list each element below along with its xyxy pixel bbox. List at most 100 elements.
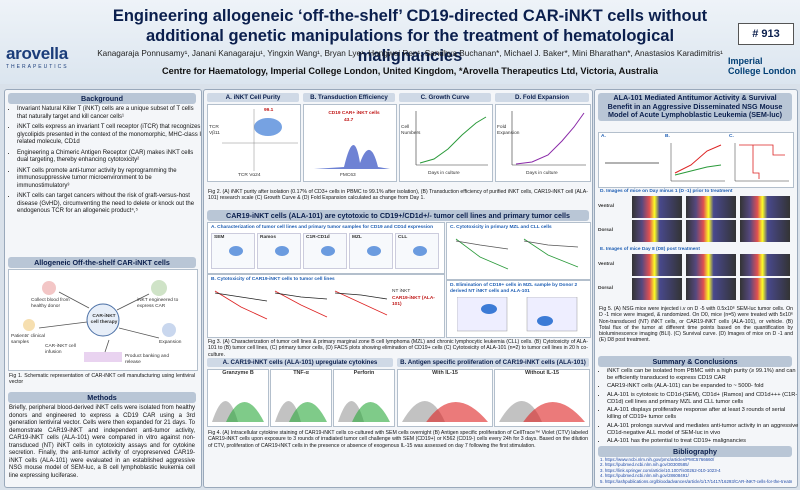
bullet-list: Invariant Natural Killer T (iNKT) cells … — [8, 106, 203, 219]
plot-graphic — [457, 297, 578, 332]
axis-label: Days in culture — [526, 171, 558, 176]
line-plot: Cell Numbers Days in culture — [399, 104, 493, 182]
panel-title: B. Antigen specific proliferation of CAR… — [397, 358, 589, 367]
cell-line-row: SEM Ramos C1R-CD1d MZL CLL — [211, 233, 441, 269]
histogram — [289, 402, 327, 422]
histogram-plot: TNF-α — [270, 369, 332, 427]
panel-title: D. Fold Expansion — [495, 93, 589, 102]
histogram — [426, 402, 488, 422]
bullet-item: ALA-101 has the potential to treat CD19+… — [607, 438, 799, 445]
reference: 4. https://pubmed.ncbi.nlm.nih.gov/28608… — [600, 473, 689, 479]
diagram-label: Patients' clinical samples — [11, 334, 45, 345]
axis-label: Fold Expansion — [497, 125, 520, 136]
row-label: Ventral — [598, 262, 614, 267]
plot-title: Without IL-15 — [524, 370, 560, 376]
facs-plot — [526, 297, 578, 332]
curve — [214, 292, 388, 302]
gate-label: CD19 CAR+ iNKT cells — [328, 111, 380, 116]
right-column: ALA-101 Mediated Antitumor Activity & Su… — [594, 89, 798, 488]
plot-graphic — [222, 109, 298, 171]
histogram — [352, 402, 390, 422]
histogram — [226, 402, 264, 422]
histogram-graphic — [338, 401, 390, 422]
poster-id: # 913 — [738, 23, 794, 45]
histogram-graphic — [212, 401, 264, 422]
diagram-label: CAR-iNKT cell infusion — [45, 344, 76, 355]
poster-title: Engineering allogeneic ‘off-the-shelf’ C… — [112, 7, 708, 65]
panel-title: A. iNKT Cell Purity — [207, 93, 299, 102]
logo-right: Imperial College London — [728, 56, 796, 76]
mouse-image — [686, 278, 736, 300]
bullet-item: iNKT cells promote anti-tumor activity b… — [17, 168, 203, 191]
panel-title: A. CAR19-iNKT cells (ALA-101) upregulate… — [207, 358, 393, 367]
logo-left: arovella THERAPEUTICS — [6, 44, 92, 70]
figure-3b: B. Cytotoxicity of CAR19-iNKT cells to t… — [207, 274, 445, 338]
center-node — [86, 303, 120, 337]
histogram — [314, 144, 390, 169]
panel-title: D. Elimination of CD19+ cells in MZL sam… — [450, 283, 578, 294]
mini-plot: MZL — [349, 233, 393, 269]
diagram-label: Expansion — [159, 340, 182, 345]
legend-entry: CAR19-iNKT (ALA-101) — [392, 296, 435, 307]
figure-4-row: Granzyme B TNF-α Perforin With IL-15 Without… — [207, 369, 590, 427]
cell-cluster — [321, 246, 335, 256]
histogram-graphic — [275, 401, 327, 422]
bullet-list: iNKT cells can be isolated from PBMC wit… — [598, 368, 799, 446]
plot-graphic — [214, 290, 388, 320]
expansion-icon — [162, 323, 176, 337]
figure-caption: Fig 2. (A) iNKT purity after isolation (… — [208, 189, 588, 202]
mini-plot: C1R-CD1d — [303, 233, 347, 269]
plot-title: Granzyme B — [222, 370, 254, 376]
histogram-plot: With IL-15 — [397, 369, 493, 427]
reference: 5. https://ashpublications.org/bloodadva… — [600, 478, 792, 484]
bullet-item: iNKT cells can target cancers without th… — [17, 193, 203, 216]
cell-cluster — [537, 316, 553, 326]
plot-graphic — [605, 143, 789, 182]
cell-cluster — [229, 246, 243, 256]
panel-label: B. — [665, 134, 670, 139]
figure-3d: D. Elimination of CD19+ cells in MZL sam… — [446, 280, 591, 338]
gate-value: 43.7 — [344, 118, 354, 123]
mice-images: Ventral Dorsal — [598, 196, 792, 244]
plot-graphic — [415, 111, 488, 166]
bank-icon — [84, 352, 122, 362]
left-column: Background Invariant Natural Killer T (i… — [4, 89, 202, 488]
curve — [674, 144, 722, 174]
bullet-item: ALA-101 displays proliferative response … — [607, 407, 799, 421]
panel-label: C. — [729, 134, 734, 139]
figure-caption: Fig 4. (A) Intracellular cytokine staini… — [208, 430, 588, 449]
section-heading: Methods — [8, 392, 196, 403]
plot-label: Ramos — [260, 235, 276, 240]
bullet-item: iNKT cells express an invariant T cell r… — [17, 124, 203, 147]
section-heading: Bibliography — [598, 446, 792, 457]
gate-value: 99.1 — [264, 108, 274, 113]
header — [0, 0, 800, 84]
histogram — [523, 402, 585, 422]
mouse-image — [740, 254, 790, 276]
figure-1-graphic — [23, 280, 176, 362]
panel-title: A. Characterization of tumor cell lines … — [211, 225, 434, 230]
diagram-label: Product banking and release — [125, 354, 170, 365]
methods-text: Briefly, peripheral blood-derived iNKT c… — [9, 405, 195, 479]
cell-cluster — [367, 246, 381, 256]
section-heading: CAR19-iNKT cells (ALA-101) are cytotoxic… — [207, 210, 589, 221]
figure-3c: C. Cytotoxicity in primary MZL and CLL c… — [446, 222, 591, 280]
diagram-label: Collect blood from healthy donor — [31, 298, 70, 309]
mouse-image — [740, 278, 790, 300]
donor-icon — [42, 281, 56, 295]
row-label: Dorsal — [598, 228, 613, 233]
curve — [674, 164, 722, 176]
axes — [511, 111, 586, 166]
survival-curve — [739, 144, 785, 179]
cell-cluster — [413, 246, 427, 256]
plot-title: TNF-α — [293, 370, 309, 376]
mouse-image — [632, 254, 682, 276]
flow-plot: CD19 CAR+ iNKT cells 43.7 FMC63 — [303, 104, 397, 182]
plot-label: CLL — [398, 235, 408, 240]
histogram-plot: Without IL-15 — [494, 369, 590, 427]
cell-cluster — [481, 304, 497, 314]
axes — [670, 143, 789, 182]
histogram-graphic — [499, 401, 585, 422]
curve — [214, 290, 388, 320]
